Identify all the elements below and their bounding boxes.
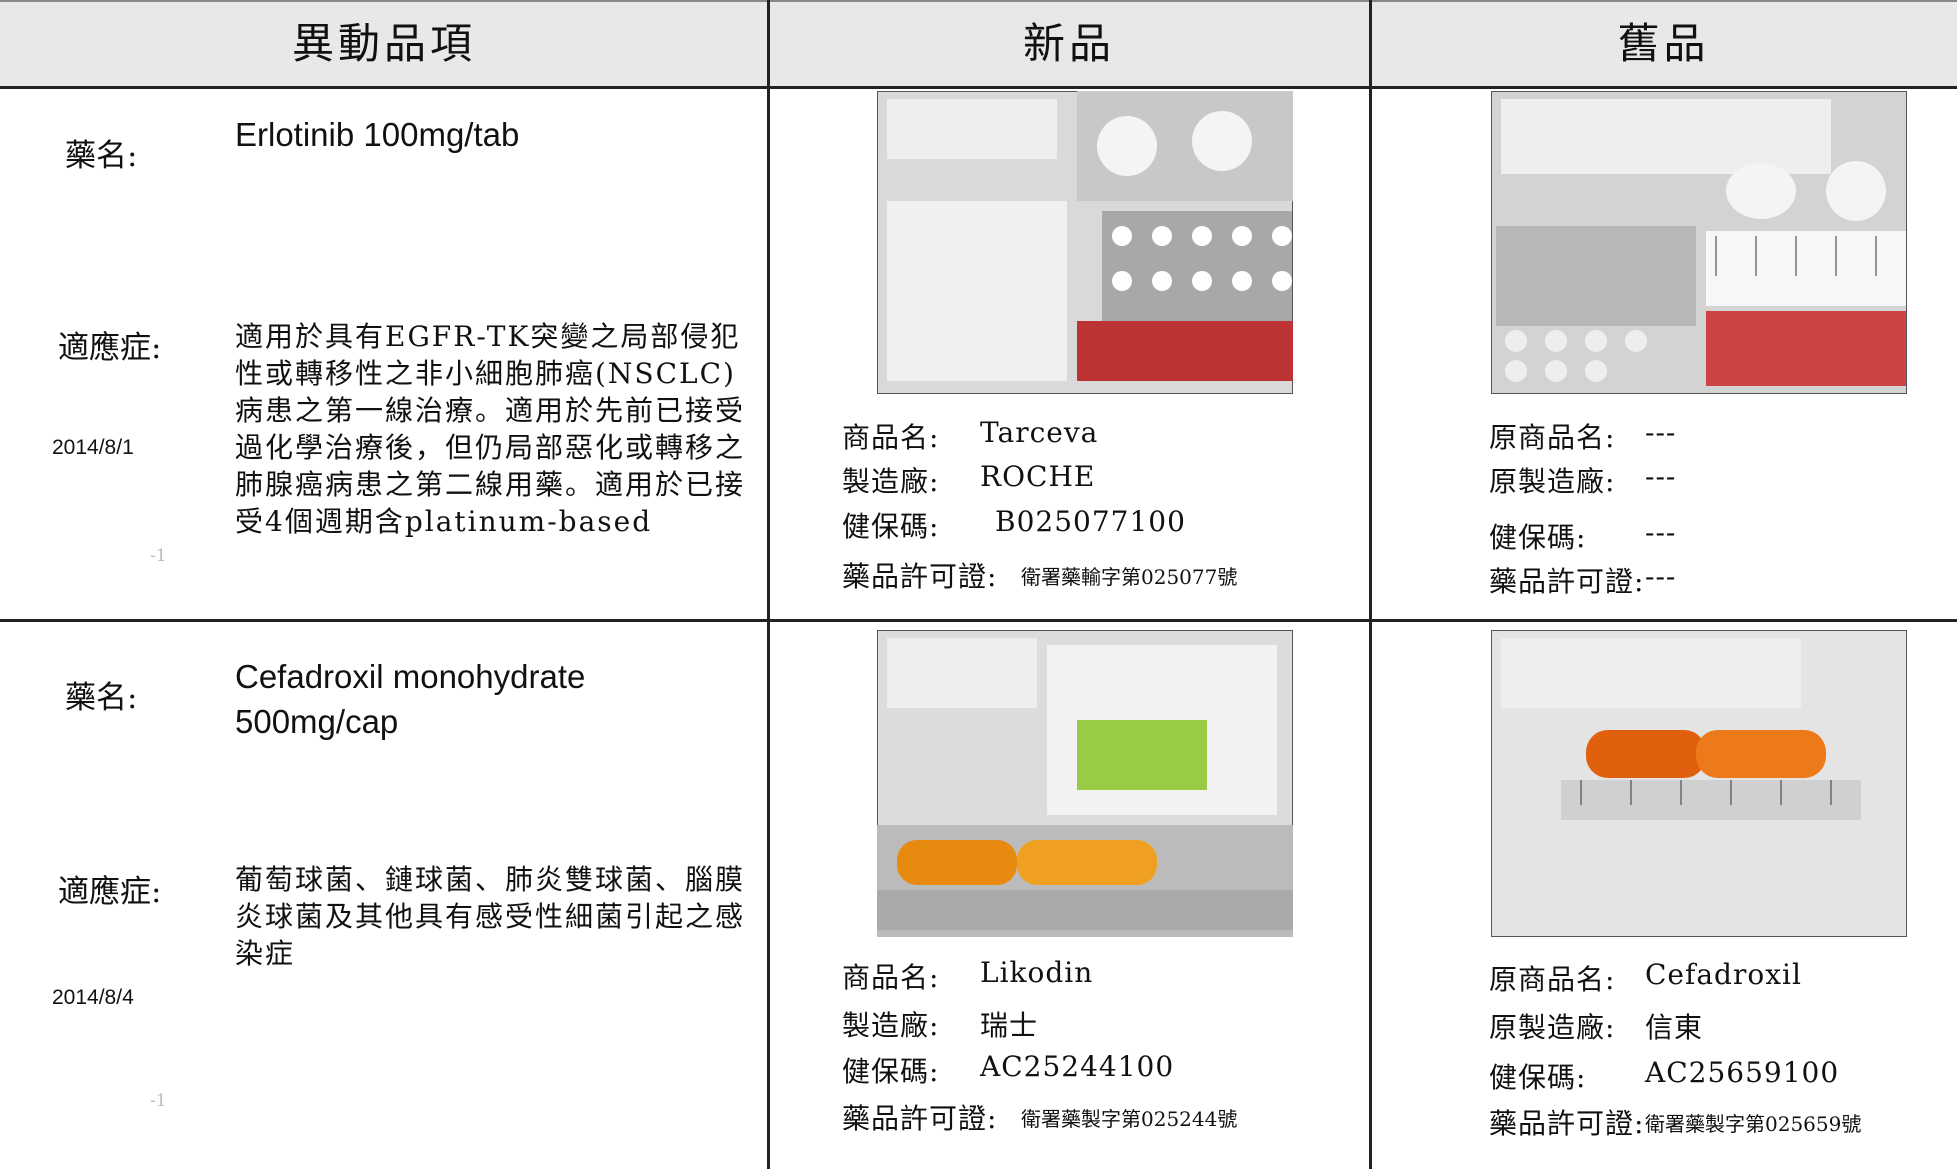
field-label: 原商品名:	[1489, 421, 1616, 454]
name-label: 藥名:	[65, 138, 138, 174]
table-border	[0, 86, 1957, 89]
field-label: 商品名:	[842, 961, 940, 994]
product-photo	[1491, 630, 1907, 937]
field-label: 原商品名:	[1489, 963, 1616, 996]
table-border	[0, 619, 1957, 622]
name-label: 藥名:	[65, 680, 138, 716]
date: 2014/8/4	[52, 986, 134, 1009]
field-value: AC25244100	[980, 1050, 1175, 1083]
field-value: ---	[1645, 460, 1677, 493]
field-value: 信東	[1645, 1011, 1704, 1044]
field-label: 健保碼:	[842, 1055, 940, 1088]
field-value: 衛署藥製字第025659號	[1645, 1112, 1862, 1136]
field-value: 衛署藥輸字第025077號	[1021, 565, 1238, 589]
field-value: AC25659100	[1645, 1056, 1840, 1089]
field-label: 藥品許可證:	[842, 560, 998, 593]
indication: 葡萄球菌、鏈球菌、肺炎雙球菌、腦膜炎球菌及其他具有感受性細菌引起之感染症	[235, 863, 746, 970]
field-label: 原製造廠:	[1489, 465, 1616, 498]
field-label: 藥品許可證:	[842, 1102, 998, 1135]
field-label: 商品名:	[842, 421, 940, 454]
field-value: Tarceva	[980, 416, 1099, 449]
field-value: 衛署藥製字第025244號	[1021, 1107, 1238, 1131]
field-value: ROCHE	[980, 460, 1096, 493]
header-cell: 舊品	[1370, 0, 1957, 87]
field-label: 健保碼:	[1489, 521, 1587, 554]
note: -1	[150, 546, 167, 566]
header-cell: 新品	[768, 0, 1370, 87]
field-label: 藥品許可證:	[1489, 565, 1645, 598]
field-label: 原製造廠:	[1489, 1011, 1616, 1044]
drug-name: Cefadroxil monohydrate 500mg/cap	[235, 658, 586, 740]
field-value: ---	[1645, 416, 1677, 449]
product-photo	[877, 630, 1293, 937]
field-value: B025077100	[995, 505, 1186, 538]
field-label: 健保碼:	[842, 510, 940, 543]
drug-name: Erlotinib 100mg/tab	[235, 116, 520, 153]
field-value: ---	[1645, 516, 1677, 549]
header-cell: 異動品項	[0, 0, 768, 87]
field-value: 瑞士	[980, 1009, 1039, 1042]
field-label: 製造廠:	[842, 465, 940, 498]
field-label: 製造廠:	[842, 1009, 940, 1042]
table-border	[767, 0, 770, 1169]
table-border	[1369, 0, 1372, 1169]
note: -1	[150, 1091, 167, 1111]
date: 2014/8/1	[52, 436, 134, 459]
field-value: ---	[1645, 560, 1677, 593]
product-photo	[877, 91, 1293, 394]
product-photo	[1491, 91, 1907, 394]
field-value: Likodin	[980, 956, 1094, 989]
indication-label: 適應症:	[58, 330, 162, 366]
table-border	[0, 0, 1957, 2]
field-label: 健保碼:	[1489, 1061, 1587, 1094]
indication: 適用於具有EGFR-TK突變之局部侵犯性或轉移性之非小細胞肺癌(NSCLC)病患…	[235, 320, 746, 538]
indication-label: 適應症:	[58, 874, 162, 910]
field-label: 藥品許可證:	[1489, 1107, 1645, 1140]
field-value: Cefadroxil	[1645, 958, 1802, 991]
